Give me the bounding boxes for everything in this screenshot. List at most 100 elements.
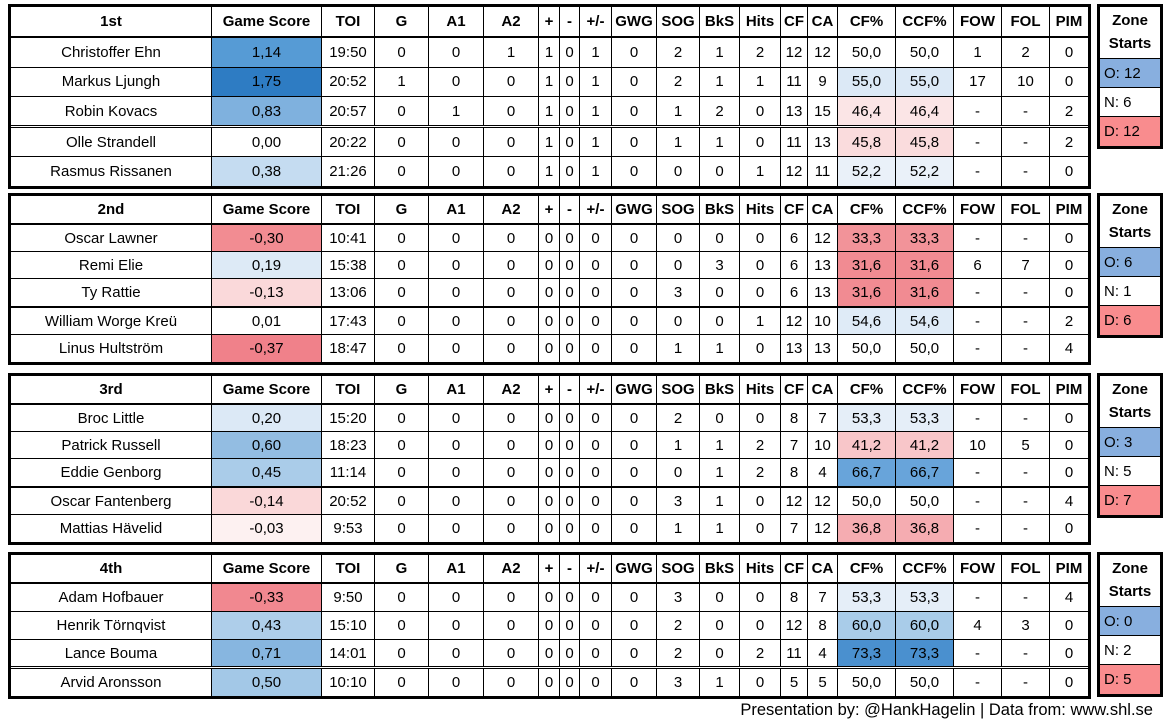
cf-pct-cell: 46,4 [837, 95, 896, 127]
cf-pct-cell: 50,0 [837, 667, 896, 699]
plus-cell: 0 [538, 667, 560, 699]
toi-cell: 20:52 [321, 66, 375, 98]
zone-start-neutral: N: 6 [1100, 88, 1160, 117]
zone-starts-header: Zone Starts [1100, 7, 1160, 59]
plus-minus-cell: 1 [579, 36, 612, 68]
plus-cell: 0 [538, 638, 560, 668]
cf-cell: 12 [780, 156, 808, 188]
sog-cell: 1 [656, 514, 700, 544]
plus-minus-cell: 0 [579, 403, 612, 433]
hits-cell: 0 [739, 611, 781, 640]
player-row: Arvid Aronsson 0,50 10:10 0 0 0 0 0 0 0 3 1 0 5 5 50,0 5… [9, 667, 1090, 699]
col-header-goals: G [374, 373, 429, 405]
zone-starts-box: Zone Starts O: 0 N: 2 D: 5 [1097, 552, 1163, 697]
ccf-pct-cell: 73,3 [895, 638, 954, 668]
hits-cell: 0 [739, 251, 781, 280]
col-header-pim: PIM [1049, 5, 1090, 39]
fol-cell: - [1001, 307, 1050, 336]
col-header-fol: FOL [1001, 373, 1050, 405]
player-row: Olle Strandell 0,00 20:22 0 0 0 1 0 1 0 1 1 0 11 13 45,… [9, 126, 1090, 158]
minus-cell: 0 [559, 126, 580, 158]
assist1-cell: 0 [428, 667, 484, 699]
pim-cell: 0 [1049, 251, 1090, 280]
toi-cell: 20:22 [321, 126, 375, 158]
plus-minus-cell: 1 [579, 126, 612, 158]
player-name-cell: Remi Elie [9, 251, 212, 280]
assist1-cell: 0 [428, 66, 484, 98]
pim-cell: 0 [1049, 66, 1090, 98]
zone-start-neutral: N: 5 [1100, 457, 1160, 486]
zone-start-offensive: O: 0 [1100, 607, 1160, 636]
plus-minus-cell: 0 [579, 431, 612, 460]
col-header-goals: G [374, 5, 429, 39]
bks-cell: 0 [699, 156, 740, 188]
col-header-plus-minus: +/- [579, 193, 612, 225]
header-row: 4th Game Score TOI G A1 A2 + - +/- GWG SOG BkS Hits C… [9, 553, 1090, 585]
col-header-ca: CA [807, 553, 838, 585]
assist2-cell: 0 [483, 403, 539, 433]
hits-cell: 0 [739, 126, 781, 158]
col-header-ccf-pct: CCF% [895, 373, 954, 405]
ca-cell: 7 [807, 582, 838, 613]
col-header-minus: - [559, 5, 580, 39]
hits-cell: 0 [739, 403, 781, 433]
plus-cell: 1 [538, 66, 560, 98]
fow-cell: - [953, 403, 1002, 433]
col-header-game-score: Game Score [211, 193, 322, 225]
cf-pct-cell: 50,0 [837, 487, 896, 516]
assist2-cell: 0 [483, 95, 539, 127]
ccf-pct-cell: 33,3 [895, 223, 954, 253]
col-header-cf: CF [780, 553, 808, 585]
col-header-hits: Hits [739, 553, 781, 585]
zone-start-defensive: D: 5 [1100, 665, 1160, 694]
col-header-assist2: A2 [483, 193, 539, 225]
player-row: Oscar Fantenberg -0,14 20:52 0 0 0 0 0 0 0 3 1 0 12 12… [9, 487, 1090, 516]
ccf-pct-cell: 36,8 [895, 514, 954, 544]
col-header-toi: TOI [321, 5, 375, 39]
zone-start-neutral: N: 1 [1100, 277, 1160, 306]
zone-header-line2: Starts [1108, 224, 1152, 241]
toi-cell: 18:23 [321, 431, 375, 460]
fow-cell: 1 [953, 36, 1002, 68]
zone-header-line1: Zone [1112, 12, 1148, 29]
cf-cell: 11 [780, 638, 808, 668]
cf-cell: 12 [780, 611, 808, 640]
pim-cell: 2 [1049, 126, 1090, 158]
gwg-cell: 0 [611, 611, 657, 640]
hits-cell: 0 [739, 334, 781, 364]
credits-footer: Presentation by: @HankHagelin | Data fro… [740, 701, 1153, 719]
game-score-cell: 0,83 [211, 95, 322, 127]
assist1-cell: 0 [428, 36, 484, 68]
fol-cell: - [1001, 487, 1050, 516]
goals-cell: 0 [374, 278, 429, 307]
plus-cell: 1 [538, 126, 560, 158]
zone-start-neutral: N: 2 [1100, 636, 1160, 665]
player-row: Remi Elie 0,19 15:38 0 0 0 0 0 0 0 0 3 0 6 13 31,6 31,6 6… [9, 251, 1090, 280]
gwg-cell: 0 [611, 582, 657, 613]
gwg-cell: 0 [611, 638, 657, 668]
pim-cell: 4 [1049, 487, 1090, 516]
game-score-cell: -0,14 [211, 487, 322, 516]
fow-cell: - [953, 278, 1002, 307]
fow-cell: - [953, 514, 1002, 544]
bks-cell: 0 [699, 403, 740, 433]
toi-cell: 17:43 [321, 307, 375, 336]
cf-cell: 6 [780, 223, 808, 253]
col-header-cf-pct: CF% [837, 193, 896, 225]
toi-cell: 20:57 [321, 95, 375, 127]
col-header-fol: FOL [1001, 193, 1050, 225]
bks-cell: 1 [699, 334, 740, 364]
hits-cell: 2 [739, 36, 781, 68]
col-header-plus: + [538, 193, 560, 225]
col-header-game-score: Game Score [211, 5, 322, 39]
cf-cell: 7 [780, 431, 808, 460]
gwg-cell: 0 [611, 667, 657, 699]
ccf-pct-cell: 41,2 [895, 431, 954, 460]
hits-cell: 1 [739, 66, 781, 98]
plus-minus-cell: 0 [579, 278, 612, 307]
cf-pct-cell: 52,2 [837, 156, 896, 188]
fol-cell: 7 [1001, 251, 1050, 280]
col-header-cf-pct: CF% [837, 553, 896, 585]
ccf-pct-cell: 31,6 [895, 278, 954, 307]
ca-cell: 12 [807, 223, 838, 253]
